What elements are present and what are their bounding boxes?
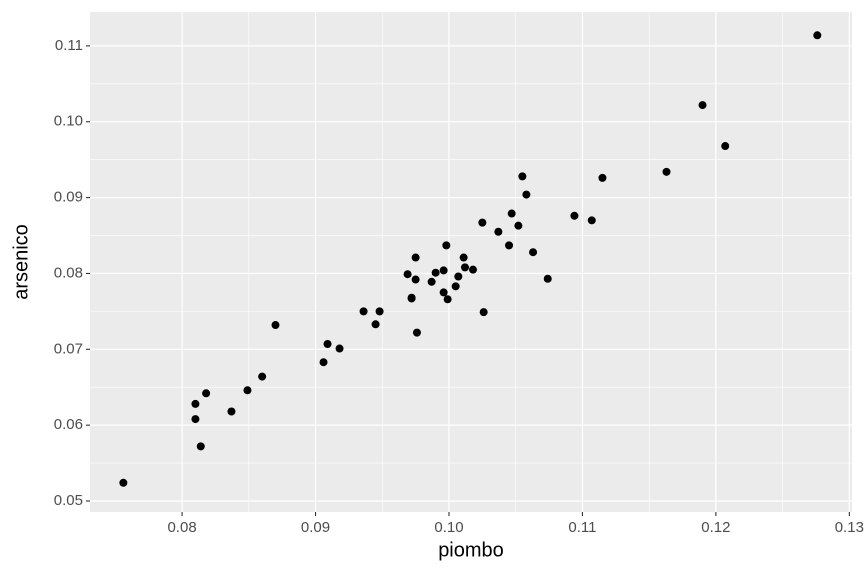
point (442, 241, 451, 250)
point (375, 307, 384, 316)
point (427, 277, 436, 286)
point (439, 266, 448, 275)
x-tick-label: 0.09 (301, 519, 330, 536)
point (518, 172, 527, 181)
x-tick-label: 0.12 (701, 519, 730, 536)
point (119, 478, 128, 487)
point (335, 344, 344, 353)
point (191, 399, 200, 408)
point (319, 358, 328, 367)
point (407, 294, 416, 303)
point (323, 339, 332, 348)
point (202, 389, 211, 398)
point (514, 221, 523, 230)
point (507, 209, 516, 218)
point (403, 270, 412, 279)
x-axis-title: piombo (438, 539, 504, 561)
plot-panel (90, 12, 852, 512)
y-tick-label: 0.06 (54, 416, 83, 433)
point (439, 288, 448, 297)
panel-background (90, 12, 852, 512)
point (529, 248, 538, 257)
point (459, 253, 468, 262)
point (522, 190, 531, 199)
point (411, 253, 420, 262)
point (478, 218, 487, 227)
point (412, 328, 421, 337)
point (570, 211, 579, 220)
point (443, 295, 452, 304)
point (454, 272, 463, 281)
y-tick-label: 0.10 (54, 113, 83, 130)
point (243, 386, 252, 395)
point (479, 308, 488, 317)
point (411, 275, 420, 284)
y-tick-label: 0.07 (54, 340, 83, 357)
y-tick-label: 0.05 (54, 492, 83, 509)
point (431, 268, 440, 277)
point (721, 142, 730, 151)
point (271, 321, 280, 330)
y-tick-label: 0.08 (54, 264, 83, 281)
x-tick-label: 0.13 (835, 519, 864, 536)
y-axis-title: arsenico (10, 224, 32, 300)
y-tick-label: 0.09 (54, 189, 83, 206)
point (451, 282, 460, 291)
point (227, 407, 236, 416)
point (813, 31, 822, 40)
x-tick-label: 0.11 (568, 519, 596, 536)
point (662, 167, 671, 176)
point (469, 265, 478, 274)
point (191, 415, 200, 424)
point (494, 227, 503, 236)
point (587, 216, 596, 225)
point (698, 101, 707, 110)
point (598, 173, 607, 182)
point (543, 274, 552, 283)
point (505, 241, 514, 250)
y-tick-label: 0.11 (55, 37, 83, 54)
point (359, 307, 368, 316)
point (258, 372, 267, 381)
x-tick-label: 0.10 (434, 519, 463, 536)
point (371, 320, 380, 329)
point (196, 442, 205, 451)
point (460, 263, 469, 272)
x-tick-label: 0.08 (167, 519, 196, 536)
